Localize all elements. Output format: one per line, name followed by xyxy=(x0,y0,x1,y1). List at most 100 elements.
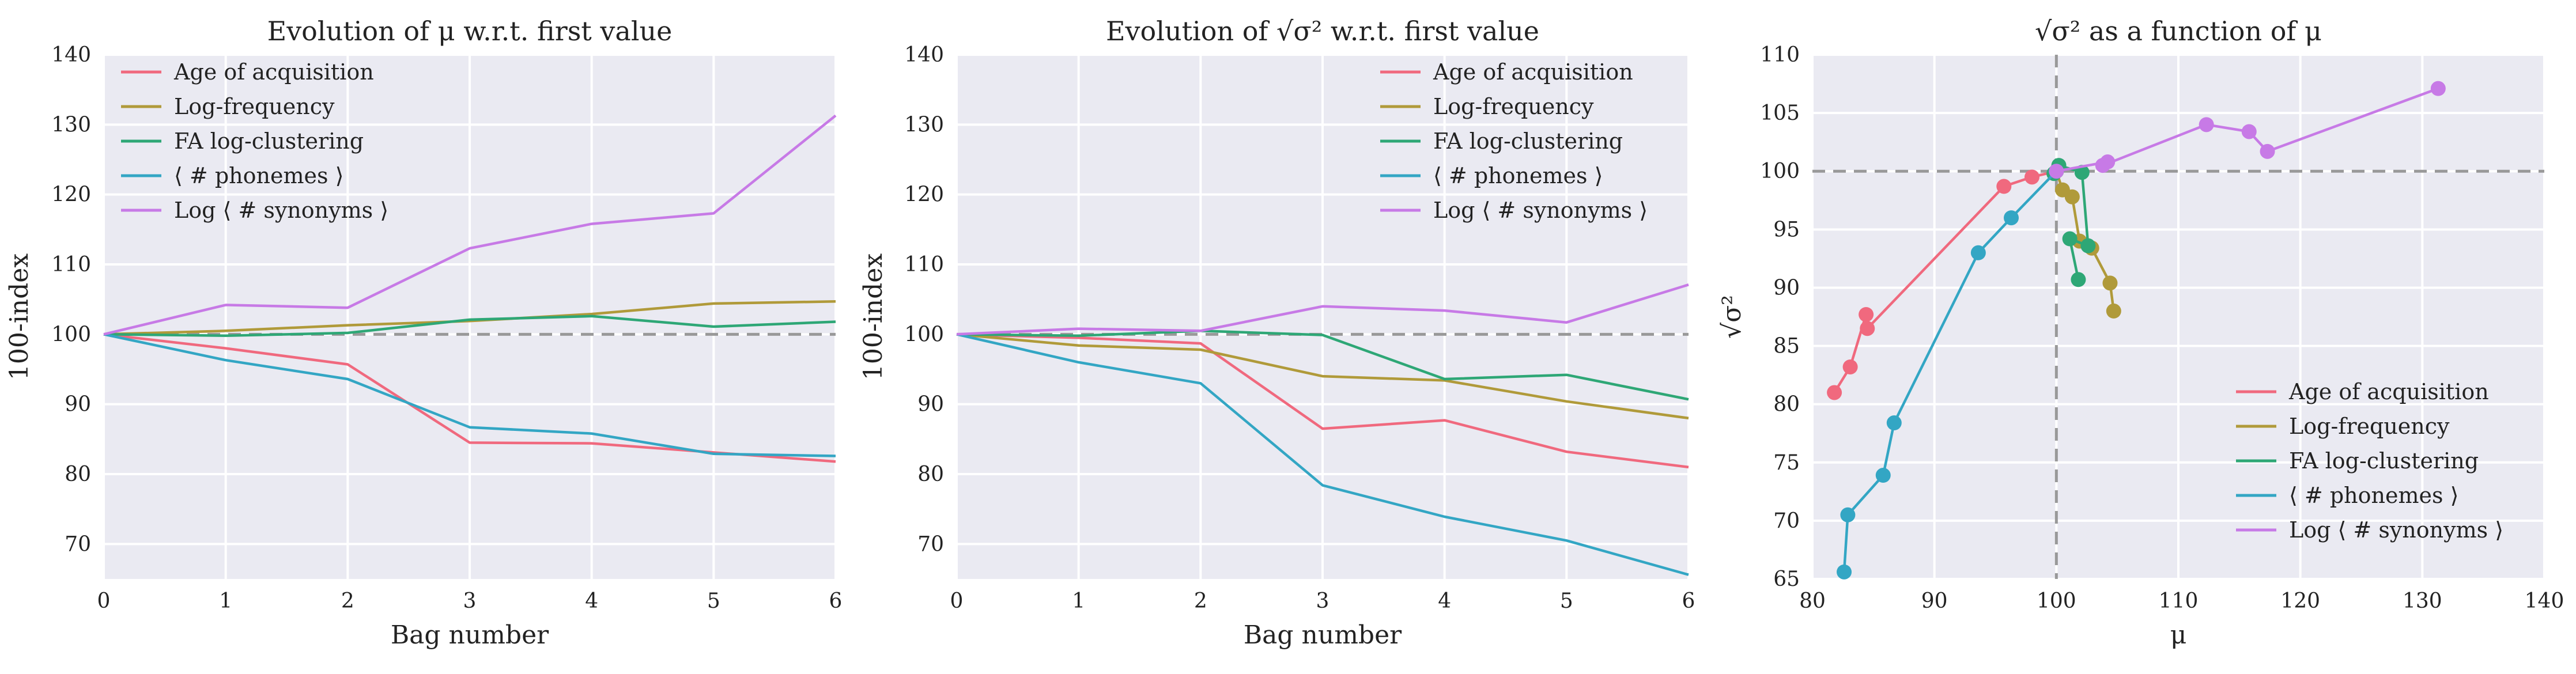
data-point xyxy=(2024,169,2039,185)
x-tick-label: 6 xyxy=(829,589,843,613)
y-tick-label: 70 xyxy=(65,532,91,556)
x-tick-label: 1 xyxy=(219,589,232,613)
legend-label: ⟨ # phonemes ⟩ xyxy=(174,163,343,188)
chart-panel-3: 80 90 100 110 120 130 140 65 70 75 80 85 90 95 100 105 1… xyxy=(1717,16,2564,650)
x-tick-label: 5 xyxy=(1560,589,1573,613)
data-point xyxy=(2102,275,2118,291)
x-tick-label: 90 xyxy=(1921,589,1948,613)
legend-label: Age of acquisition xyxy=(2288,379,2489,404)
y-tick-label: 80 xyxy=(65,463,91,486)
data-point xyxy=(1840,507,1856,522)
data-point xyxy=(2106,303,2121,319)
x-tick-label: 4 xyxy=(585,589,598,613)
chart-panel-2: 0 1 2 3 4 5 6 70 80 90 100 110 120 130 140 Evolution of… xyxy=(859,16,1695,650)
legend-label: Log ⟨ # synonyms ⟩ xyxy=(174,198,388,223)
data-point xyxy=(2095,158,2110,173)
chart-title: √σ² as a function of μ xyxy=(2035,16,2322,47)
y-tick-label: 105 xyxy=(1760,101,1800,125)
data-point xyxy=(1827,385,1842,400)
data-point xyxy=(1886,415,1902,431)
x-tick-label: 80 xyxy=(1799,589,1826,613)
x-tick-label: 140 xyxy=(2525,589,2564,613)
data-point xyxy=(1837,564,1852,580)
y-tick-label: 140 xyxy=(51,43,91,67)
data-point xyxy=(1859,306,1874,322)
data-point xyxy=(2260,143,2275,159)
y-tick-label: 100 xyxy=(1760,160,1800,183)
x-tick-label: 130 xyxy=(2403,589,2442,613)
y-tick-label: 140 xyxy=(904,43,944,67)
legend-label: ⟨ # phonemes ⟩ xyxy=(2289,483,2458,508)
series-line xyxy=(103,300,836,336)
x-tick-label: 1 xyxy=(1072,589,1085,613)
series-line xyxy=(956,333,1689,576)
series-line xyxy=(956,330,1689,401)
data-point xyxy=(2064,189,2080,205)
y-tick-label: 70 xyxy=(1773,509,1800,533)
data-point xyxy=(2199,117,2214,132)
legend-label: FA log-clustering xyxy=(2289,448,2479,474)
y-tick-label: 80 xyxy=(1773,393,1800,416)
series-line xyxy=(956,333,1689,420)
legend-label: ⟨ # phonemes ⟩ xyxy=(1433,163,1603,188)
data-point xyxy=(2241,124,2257,139)
legend-label: Age of acquisition xyxy=(173,59,374,85)
series-line xyxy=(103,114,837,336)
data-point xyxy=(2071,272,2086,287)
legend-label: FA log-clustering xyxy=(174,128,364,154)
y-tick-label: 90 xyxy=(1773,276,1800,300)
data-point xyxy=(1970,245,1986,260)
y-tick-label: 130 xyxy=(51,113,91,137)
y-tick-label: 90 xyxy=(917,393,944,416)
x-tick-label: 5 xyxy=(707,589,720,613)
series-line xyxy=(956,333,1689,469)
y-tick-label: 120 xyxy=(904,183,944,207)
legend: Age of acquisition Log-frequency FA log-cl… xyxy=(121,59,388,223)
y-axis-label: 100-index xyxy=(859,253,888,380)
y-tick-label: 110 xyxy=(1760,43,1800,67)
y-tick-label: 110 xyxy=(904,253,944,277)
y-tick-label: 85 xyxy=(1773,335,1800,358)
x-tick-label: 4 xyxy=(1438,589,1451,613)
chart-panel-1: 0 1 2 3 4 5 6 70 80 90 100 110 120 130 140 Evolution of… xyxy=(5,16,842,650)
y-tick-label: 130 xyxy=(904,113,944,137)
legend-label: Log-frequency xyxy=(174,94,335,119)
y-tick-label: 75 xyxy=(1773,451,1800,475)
data-point xyxy=(2430,81,2446,96)
series-line xyxy=(956,283,1689,336)
y-tick-label: 100 xyxy=(904,323,944,346)
data-point xyxy=(1842,359,1858,374)
legend-label: Log ⟨ # synonyms ⟩ xyxy=(2289,517,2503,543)
y-axis-label: 100-index xyxy=(5,253,34,380)
data-point xyxy=(1875,468,1891,483)
data-point xyxy=(1996,179,2012,194)
legend-label: Log ⟨ # synonyms ⟩ xyxy=(1433,198,1648,223)
y-tick-label: 110 xyxy=(51,253,91,277)
x-tick-label: 2 xyxy=(341,589,354,613)
x-tick-label: 110 xyxy=(2159,589,2199,613)
x-tick-label: 3 xyxy=(463,589,477,613)
data-point xyxy=(2004,210,2019,226)
y-tick-label: 65 xyxy=(1773,567,1800,591)
y-tick-label: 80 xyxy=(917,463,944,486)
chart-title: Evolution of √σ² w.r.t. first value xyxy=(1106,16,1539,47)
series-line xyxy=(103,333,836,463)
y-tick-label: 95 xyxy=(1773,218,1800,241)
x-tick-label: 0 xyxy=(97,589,111,613)
data-point xyxy=(2080,238,2096,253)
data-point xyxy=(2062,231,2078,247)
y-tick-label: 90 xyxy=(65,393,91,416)
x-tick-label: 120 xyxy=(2280,589,2320,613)
series-line xyxy=(103,333,836,457)
y-tick-label: 120 xyxy=(51,183,91,207)
chart-title: Evolution of μ w.r.t. first value xyxy=(267,16,673,47)
x-tick-label: 6 xyxy=(1682,589,1695,613)
x-tick-label: 0 xyxy=(950,589,964,613)
legend-label: Log-frequency xyxy=(2289,414,2450,439)
x-tick-label: 100 xyxy=(2037,589,2076,613)
x-axis-label: Bag number xyxy=(1244,620,1402,650)
legend-label: Log-frequency xyxy=(1433,94,1594,119)
x-tick-label: 2 xyxy=(1194,589,1207,613)
x-tick-label: 3 xyxy=(1316,589,1329,613)
